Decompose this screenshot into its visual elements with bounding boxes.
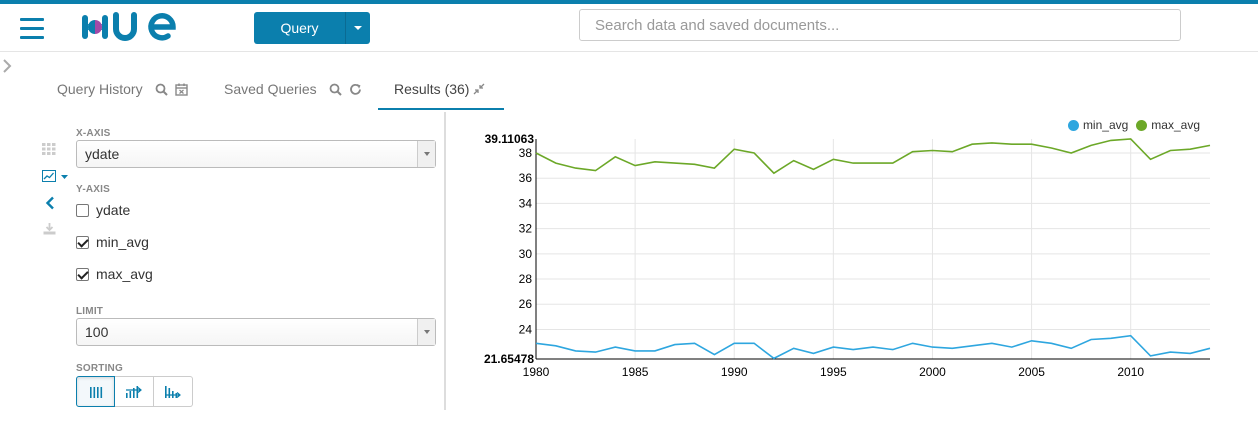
min-avg-checkbox[interactable] xyxy=(76,235,89,249)
tab-label: Saved Queries xyxy=(224,81,317,97)
sorting-button-group xyxy=(76,376,436,407)
download-icon[interactable] xyxy=(43,222,56,240)
series-line-max-avg xyxy=(535,138,1211,175)
x-tick-label: 1980 xyxy=(523,365,550,379)
legend-item-min-avg[interactable]: min_avg xyxy=(1067,118,1129,132)
legend-label: max_avg xyxy=(1151,118,1200,132)
search-input[interactable]: Search data and saved documents... xyxy=(579,9,1181,41)
limit-label: LIMIT xyxy=(76,306,104,317)
tab-label: Results (36) xyxy=(394,81,470,97)
tab-saved-queries[interactable]: Saved Queries xyxy=(224,68,362,110)
query-button[interactable]: Query xyxy=(254,12,346,44)
limit-select[interactable]: 100 xyxy=(76,318,436,346)
y-tick-label: 36 xyxy=(519,171,533,185)
legend-dot xyxy=(1067,119,1079,131)
sort-ascending-button[interactable] xyxy=(115,376,154,407)
x-axis-select[interactable]: ydate xyxy=(76,140,436,168)
navbar: Query Search data and saved documents... xyxy=(0,4,1258,52)
search-icon[interactable] xyxy=(329,83,342,96)
top-accent-line xyxy=(0,0,1258,4)
caret-down-icon xyxy=(354,26,362,30)
chart-settings-panel: X-AXIS ydate Y-AXIS ydate min_avg max_av… xyxy=(76,128,436,407)
y-tick-label: 24 xyxy=(519,322,533,336)
line-chart: 24 26 28 30 32 34 36 38 1980 1985 1990 1995 2000 2005… xyxy=(484,132,1211,379)
y-axis-option-min-avg[interactable]: min_avg xyxy=(76,232,436,252)
tab-query-history[interactable]: Query History xyxy=(57,68,188,110)
active-tab-underline xyxy=(378,108,504,110)
x-tick-label: 1985 xyxy=(622,365,649,379)
sort-desc-icon xyxy=(165,385,181,398)
y-tick-label: 32 xyxy=(519,222,533,236)
hue-logo[interactable] xyxy=(80,12,180,49)
checkbox-label: ydate xyxy=(96,202,131,218)
sort-none-button[interactable] xyxy=(76,376,115,407)
legend-dot xyxy=(1136,119,1148,131)
x-tick-label: 2000 xyxy=(919,365,946,379)
search-icon[interactable] xyxy=(155,83,168,96)
x-tick-label: 1995 xyxy=(820,365,847,379)
x-tick-label: 1990 xyxy=(721,365,748,379)
sort-descending-button[interactable] xyxy=(154,376,193,407)
x-axis-label: X-AXIS xyxy=(76,128,111,139)
sort-asc-icon xyxy=(126,385,142,398)
chevron-down-icon xyxy=(417,319,435,345)
series-line-min-avg xyxy=(535,334,1211,360)
hamburger-menu-icon[interactable] xyxy=(20,18,44,40)
x-tick-label: 2005 xyxy=(1018,365,1045,379)
limit-value: 100 xyxy=(85,324,109,340)
search-placeholder: Search data and saved documents... xyxy=(595,16,840,34)
x-tick-label: 2010 xyxy=(1117,365,1144,379)
max-avg-checkbox[interactable] xyxy=(76,267,89,281)
refresh-icon[interactable] xyxy=(349,83,362,96)
query-button-group: Query xyxy=(254,12,370,44)
y-tick-label: 28 xyxy=(519,272,533,286)
chevron-left-icon[interactable] xyxy=(45,196,55,215)
tab-results[interactable]: Results (36) xyxy=(394,68,485,110)
collapse-icon[interactable] xyxy=(473,83,485,95)
sorting-label: SORTING xyxy=(76,363,123,374)
y-axis-label: Y-AXIS xyxy=(76,184,110,195)
x-axis-value: ydate xyxy=(85,146,120,162)
y-tick-label: 34 xyxy=(519,196,533,210)
y-max-label: 39.11063 xyxy=(485,132,535,146)
checkbox-label: max_avg xyxy=(96,266,153,282)
y-min-label: 21.65478 xyxy=(484,352,534,366)
bars-icon xyxy=(89,386,102,398)
legend-item-max-avg[interactable]: max_avg xyxy=(1136,118,1200,132)
chart-legend: min_avg max_avg xyxy=(1060,118,1200,132)
chevron-down-icon xyxy=(417,141,435,167)
legend-label: min_avg xyxy=(1082,118,1129,132)
panel-divider xyxy=(444,112,446,410)
y-axis-option-max-avg[interactable]: max_avg xyxy=(76,264,436,284)
tab-label: Query History xyxy=(57,81,143,97)
y-axis-option-ydate[interactable]: ydate xyxy=(76,200,436,220)
y-tick-label: 30 xyxy=(519,247,533,261)
grid-icon[interactable] xyxy=(42,142,56,160)
expand-left-panel-chevron-icon[interactable] xyxy=(1,58,13,79)
editor-tabs: Query History Saved Queries Results (36) xyxy=(42,68,512,112)
checkbox-label: min_avg xyxy=(96,234,149,250)
query-dropdown-caret[interactable] xyxy=(346,12,370,44)
y-tick-label: 26 xyxy=(519,297,533,311)
ydate-checkbox[interactable] xyxy=(76,203,89,217)
calendar-icon[interactable] xyxy=(174,83,188,96)
chart-icon[interactable] xyxy=(42,169,70,187)
y-tick-label: 38 xyxy=(519,146,533,160)
